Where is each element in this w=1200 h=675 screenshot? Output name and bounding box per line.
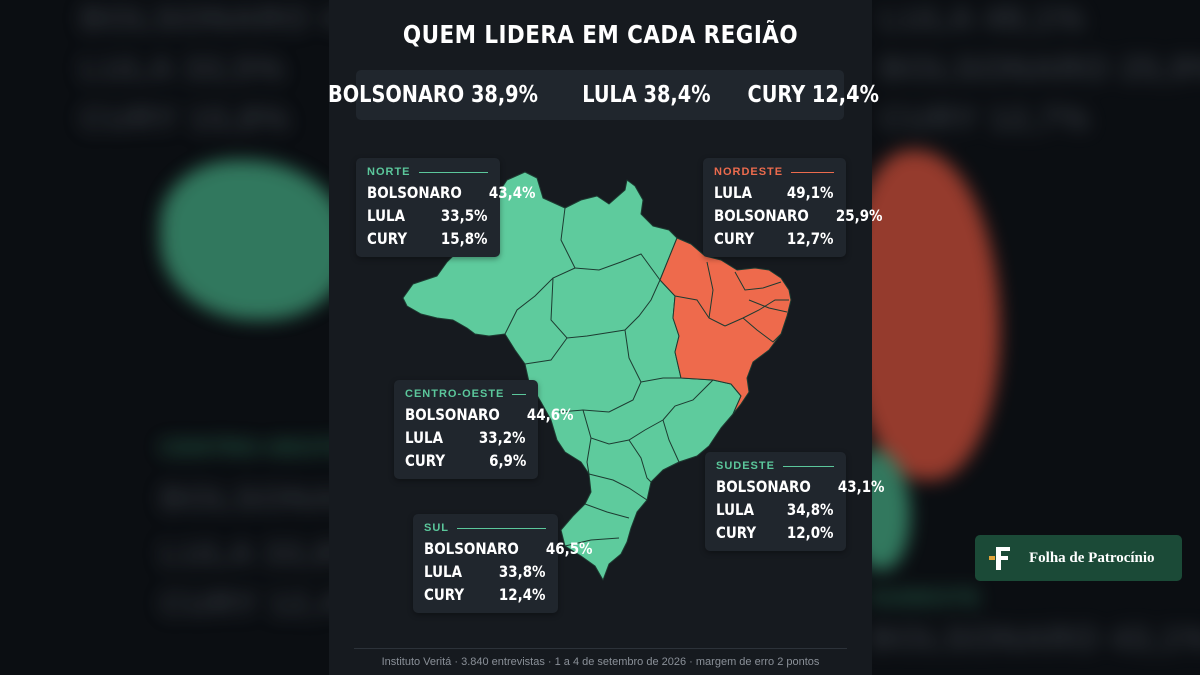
brand-badge[interactable]: Folha de Patrocínio <box>975 535 1182 581</box>
candidate-name: CURY <box>716 523 757 542</box>
result-row: CURY 12,0% <box>716 521 834 544</box>
candidate-value: 34,8% <box>787 500 834 519</box>
region-title: SUL <box>424 522 449 534</box>
candidate-name: LULA <box>405 428 443 447</box>
candidate-value: 43,1% <box>837 477 885 496</box>
result-row: CURY 12,7% <box>714 227 834 250</box>
brazil-map <box>402 171 792 581</box>
page-title: QUEM LIDERA EM CADA REGIÃO <box>402 20 799 49</box>
candidate-value: 25,9% <box>835 206 883 225</box>
region-title: SUDESTE <box>716 460 775 472</box>
backdrop-right: LULA 49,1% BOLSONARO 25,9% CURY 12,7% SU… <box>850 0 1200 675</box>
result-row: BOLSONARO 43,4% <box>367 181 535 204</box>
summary-lula: LULA 38,4% <box>582 82 711 108</box>
result-row: CURY 6,9% <box>405 449 526 472</box>
candidate-value: 15,8% <box>441 229 488 248</box>
candidate-value: 44,6% <box>526 405 574 424</box>
backdrop-map-shape <box>160 160 350 320</box>
backdrop-text: SUDESTE <box>870 585 981 610</box>
candidate-name: BOLSONARO <box>714 206 809 225</box>
region-box-nordeste: NORDESTE LULA 49,1% BOLSONARO 25,9% CURY 12… <box>703 158 882 257</box>
backdrop-text: CURY 15,8% <box>80 100 291 138</box>
backdrop-text: LULA 49,1% <box>880 0 1086 38</box>
backdrop-left: BOLSONARO 43,4% LULA 33,5% CURY 15,8% CE… <box>0 0 501 675</box>
summary-cury: CURY 12,4% <box>747 82 880 108</box>
folha-f-logo-icon <box>987 543 1017 573</box>
candidate-name: CURY <box>367 229 408 248</box>
infographic-card: QUEM LIDERA EM CADA REGIÃO BOLSONARO 38,… <box>328 0 884 675</box>
candidate-value: 6,9% <box>488 451 526 470</box>
result-row: BOLSONARO 25,9% <box>714 204 882 227</box>
region-title-rule <box>457 527 546 529</box>
region-title: NORTE <box>367 166 411 178</box>
backdrop-map-shape <box>850 150 1000 480</box>
candidate-value: 12,7% <box>787 229 834 248</box>
result-row: LULA 33,5% <box>367 204 488 227</box>
result-row: CURY 15,8% <box>367 227 488 250</box>
region-box-sul: SUL BOLSONARO 46,5% LULA 33,8% CURY 12,4% <box>413 514 592 613</box>
source-footer: Instituto Veritá · 3.840 entrevistas · 1… <box>354 648 847 668</box>
candidate-name: LULA <box>714 183 752 202</box>
backdrop-text: CURY 12,7% <box>880 100 1091 138</box>
candidate-value: 12,0% <box>787 523 834 542</box>
candidate-name: LULA <box>424 562 462 581</box>
candidate-name: CURY <box>405 451 446 470</box>
region-title-rule <box>791 171 834 173</box>
brand-name: Folha de Patrocínio <box>1029 549 1155 566</box>
region-title: NORDESTE <box>714 166 784 178</box>
candidate-value: 12,4% <box>499 585 546 604</box>
region-title-rule <box>418 171 488 173</box>
candidate-name: CURY <box>424 585 465 604</box>
candidate-value: 33,2% <box>479 428 526 447</box>
summary-bolsonaro: BOLSONARO 38,9% <box>328 82 539 108</box>
candidate-name: CURY <box>714 229 755 248</box>
candidate-name: BOLSONARO <box>367 183 462 202</box>
backdrop-text: LULA 33,5% <box>80 50 286 88</box>
region-title: CENTRO-OESTE <box>405 388 505 400</box>
result-row: CURY 12,4% <box>424 583 546 606</box>
result-row: BOLSONARO 44,6% <box>405 403 573 426</box>
result-row: BOLSONARO 46,5% <box>424 537 592 560</box>
candidate-value: 49,1% <box>787 183 834 202</box>
candidate-name: BOLSONARO <box>424 539 519 558</box>
result-row: LULA 33,2% <box>405 426 526 449</box>
candidate-name: BOLSONARO <box>716 477 811 496</box>
result-row: BOLSONARO 43,1% <box>716 475 884 498</box>
candidate-value: 33,5% <box>441 206 488 225</box>
candidate-name: LULA <box>716 500 754 519</box>
region-title-rule <box>782 465 834 467</box>
region-title-rule <box>512 393 526 395</box>
region-box-sudeste: SUDESTE BOLSONARO 43,1% LULA 34,8% CURY 12,… <box>705 452 884 551</box>
region-box-centro-oeste: CENTRO-OESTE BOLSONARO 44,6% LULA 33,2% CU… <box>394 380 573 479</box>
backdrop-text: CENTRO-OESTE <box>160 435 347 460</box>
backdrop-text: BOLSONARO 43,1% <box>870 620 1200 658</box>
candidate-value: 46,5% <box>545 539 593 558</box>
candidate-value: 43,4% <box>488 183 536 202</box>
region-box-norte: NORTE BOLSONARO 43,4% LULA 33,5% CURY 15,8% <box>356 158 535 257</box>
state-borders <box>504 207 789 547</box>
backdrop-text: BOLSONARO 25,9% <box>880 50 1200 88</box>
result-row: LULA 34,8% <box>716 498 834 521</box>
candidate-value: 33,8% <box>499 562 546 581</box>
candidate-name: LULA <box>367 206 405 225</box>
result-row: LULA 49,1% <box>714 181 834 204</box>
result-row: LULA 33,8% <box>424 560 546 583</box>
candidate-name: BOLSONARO <box>405 405 500 424</box>
region-bolsonaro-lead <box>402 171 742 581</box>
national-summary-bar: BOLSONARO 38,9% LULA 38,4% CURY 12,4% <box>328 70 879 120</box>
